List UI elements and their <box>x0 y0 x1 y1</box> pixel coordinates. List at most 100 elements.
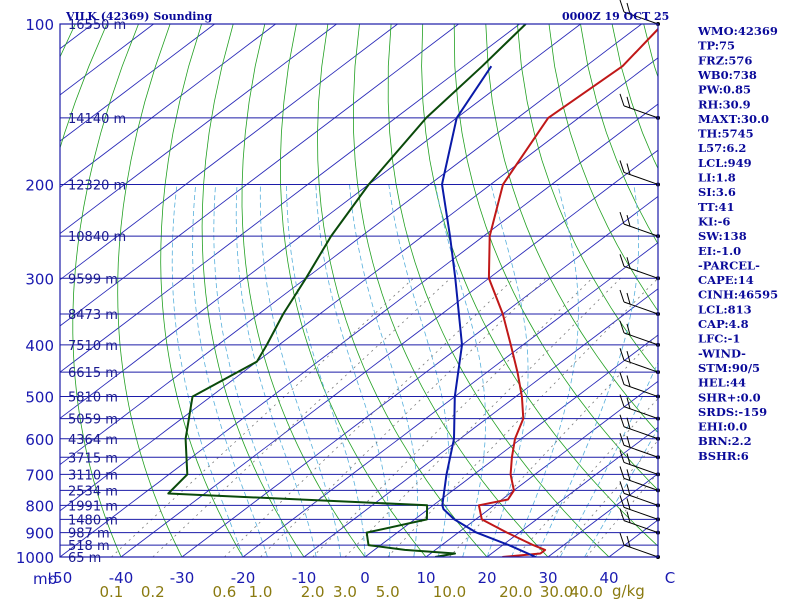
moist-adiabat-line <box>349 184 419 557</box>
temperature-tick-label: -10 <box>292 569 317 587</box>
dewpoint-trace <box>167 24 527 557</box>
height-label: 987 m <box>68 527 110 542</box>
pressure-tick-label: 700 <box>25 466 54 484</box>
mixing-ratio-label: 40.0 <box>570 583 603 600</box>
index-line: CAP:4.8 <box>698 317 749 331</box>
wind-barb <box>619 508 660 535</box>
height-label: 14140 m <box>68 112 126 127</box>
wind-barb <box>619 433 660 460</box>
temperature-tick-label: -50 <box>48 569 73 587</box>
temperature-tick-label: 10 <box>416 569 435 587</box>
moist-adiabat-line <box>511 184 579 557</box>
height-label: 1991 m <box>68 499 118 514</box>
wind-barb <box>619 348 660 375</box>
moist-adiabat-line <box>315 184 391 557</box>
index-line: SHR+:0.0 <box>698 390 761 404</box>
mixing-ratio-label: 0.2 <box>141 583 165 600</box>
sounding-time: 0000Z 19 OCT 25 <box>562 10 669 23</box>
index-line: TH:5745 <box>698 127 754 141</box>
height-label: 2534 m <box>68 484 118 499</box>
moist-adiabat-line <box>171 184 244 557</box>
temperature-trace <box>477 27 658 557</box>
background-grid <box>60 24 658 557</box>
index-line: HEL:44 <box>698 376 746 390</box>
wind-barb <box>619 289 660 316</box>
pressure-tick-label: 100 <box>25 16 54 34</box>
wind-barb <box>619 254 660 281</box>
mixing-ratio-label: 5.0 <box>376 583 400 600</box>
index-line: PW:0.85 <box>698 83 751 97</box>
wind-barb <box>619 450 660 477</box>
pressure-tick-label: 800 <box>25 497 54 515</box>
index-line: SRDS:-159 <box>698 405 767 419</box>
mixing-ratio-line <box>111 278 414 557</box>
mixing-ratio-unit: g/kg <box>612 582 645 600</box>
mixing-ratio-label: 20.0 <box>499 583 532 600</box>
index-line: WB0:738 <box>697 68 757 82</box>
height-label: 3110 m <box>68 468 118 483</box>
moist-adiabat-line <box>192 184 268 557</box>
index-line: WMO:42369 <box>697 24 778 38</box>
index-line: BSHR:6 <box>698 449 749 463</box>
pressure-tick-label: 900 <box>25 525 54 543</box>
pressure-tick-label: 400 <box>25 337 54 355</box>
temperature-tick-label: 40 <box>599 569 618 587</box>
index-line: LCL:813 <box>698 302 752 316</box>
index-line: -PARCEL- <box>698 258 760 272</box>
index-line: TT:41 <box>698 200 735 214</box>
height-label: 8473 m <box>68 308 118 323</box>
height-label: 16550 m <box>68 18 126 33</box>
index-line: SW:138 <box>698 229 747 243</box>
index-line: EHI:0.0 <box>698 420 747 434</box>
index-line: FRZ:576 <box>698 53 752 67</box>
index-line: -WIND- <box>698 346 746 360</box>
pressure-unit-label: mb <box>33 570 57 588</box>
index-line: CINH:46595 <box>698 288 778 302</box>
index-line: TP:75 <box>698 39 735 53</box>
temperature-tick-label: -20 <box>231 569 256 587</box>
mixing-ratio-label: 30.0 <box>540 583 573 600</box>
height-label: 5059 m <box>68 413 118 428</box>
parcel-trace <box>441 65 537 557</box>
axis-labels: 16550 m 14140 m 12320 m 10840 m 9599 m 8473 m… <box>16 16 675 600</box>
wind-barb <box>619 495 660 522</box>
mixing-ratio-label: 3.0 <box>333 583 357 600</box>
pressure-tick-label: 600 <box>25 431 54 449</box>
index-line: LI:1.8 <box>698 171 736 185</box>
indices-panel: WMO:42369TP:75FRZ:576WB0:738PW:0.85RH:30… <box>697 24 778 463</box>
height-label: 12320 m <box>68 178 126 193</box>
index-line: LFC:-1 <box>698 332 740 346</box>
index-line: EI:-1.0 <box>698 244 741 258</box>
height-label: 4364 m <box>68 433 118 448</box>
temperature-tick-label: 0 <box>360 569 370 587</box>
index-line: MAXT:30.0 <box>698 112 769 126</box>
temperature-tick-label: -30 <box>170 569 195 587</box>
mixing-ratio-label: 0.6 <box>212 583 236 600</box>
mixing-ratio-label: 2.0 <box>301 583 325 600</box>
pressure-tick-label: 1000 <box>16 549 54 567</box>
index-line: STM:90/5 <box>698 361 760 375</box>
pressure-tick-label: 500 <box>25 389 54 407</box>
mixing-ratio-label: 10.0 <box>433 583 466 600</box>
temperature-tick-label: -40 <box>109 569 134 587</box>
mixing-ratio-label: 1.0 <box>249 583 273 600</box>
temperature-tick-label: C <box>665 569 675 587</box>
height-label: 5810 m <box>68 391 118 406</box>
pressure-tick-label: 200 <box>25 176 54 194</box>
height-label: 3715 m <box>68 451 118 466</box>
sounding-traces <box>167 24 658 557</box>
index-line: LCL:949 <box>698 156 752 170</box>
height-label: 9599 m <box>68 272 118 287</box>
height-label: 10840 m <box>68 230 126 245</box>
mixing-ratio-label: 0.1 <box>99 583 123 600</box>
station-title: VILK (42369) Sounding <box>65 10 212 23</box>
height-label: 7510 m <box>68 339 118 354</box>
index-line: KI:-6 <box>698 214 730 228</box>
pressure-tick-label: 300 <box>25 270 54 288</box>
index-line: RH:30.9 <box>698 97 751 111</box>
mixing-ratio-line <box>449 333 658 557</box>
index-line: L57:6.2 <box>698 141 746 155</box>
height-label: 6615 m <box>68 366 118 381</box>
wind-barbs <box>619 0 660 559</box>
